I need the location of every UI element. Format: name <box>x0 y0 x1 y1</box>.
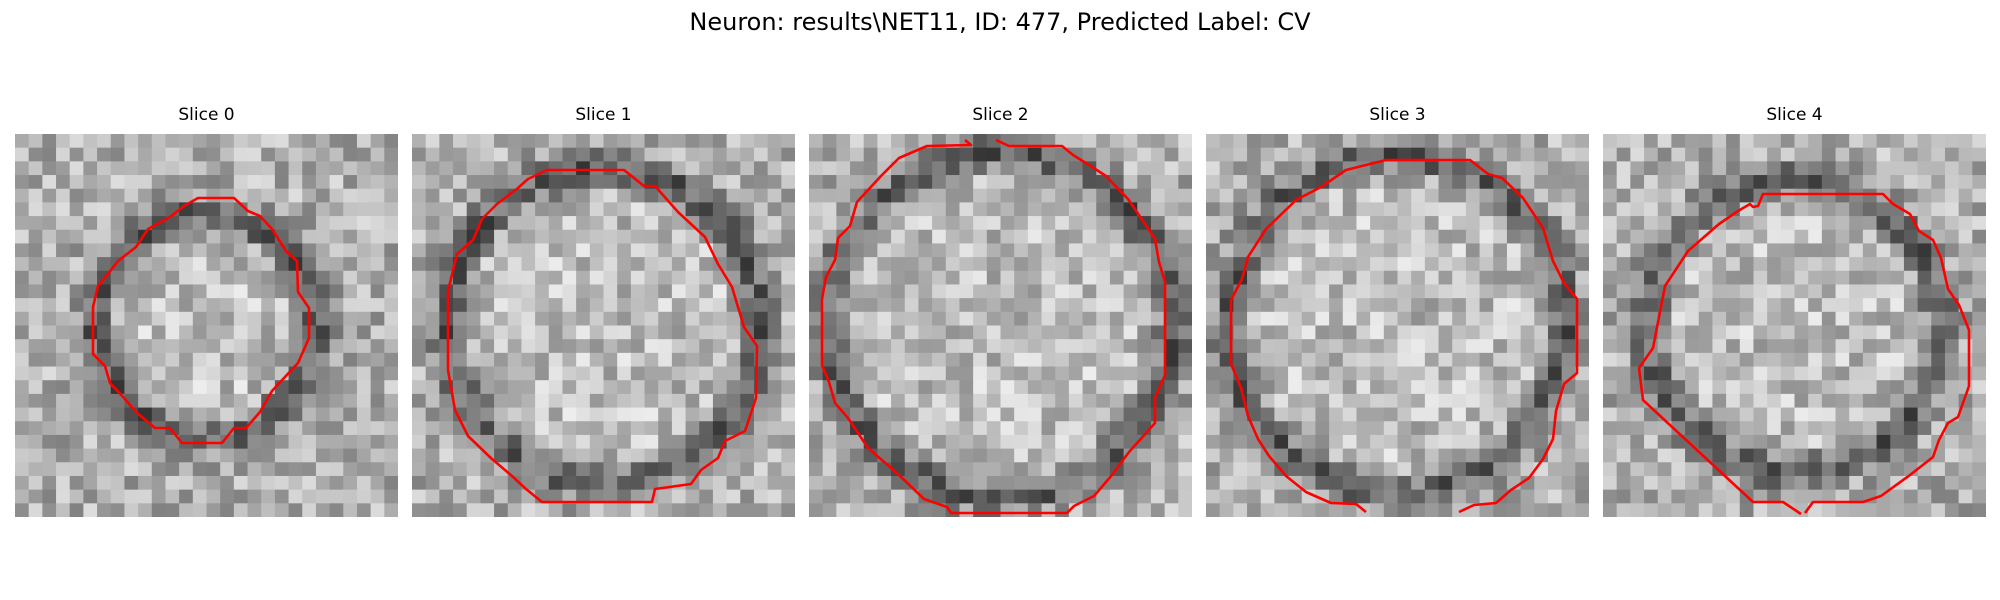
slice-3-pixel-grid <box>1206 134 1589 517</box>
slice-0-title: Slice 0 <box>15 104 398 126</box>
slice-0-image <box>15 134 398 517</box>
slice-3-title: Slice 3 <box>1206 104 1589 126</box>
slice-4-image <box>1603 134 1986 517</box>
slice-2-image <box>809 134 1192 517</box>
slice-4-title: Slice 4 <box>1603 104 1986 126</box>
slice-panel-2: Slice 2 <box>809 104 1192 518</box>
slice-panel-0: Slice 0 <box>15 104 398 518</box>
slice-panel-3: Slice 3 <box>1206 104 1589 518</box>
slice-panel-1: Slice 1 <box>412 104 795 518</box>
slice-2-title: Slice 2 <box>809 104 1192 126</box>
slice-3-image <box>1206 134 1589 517</box>
figure-title: Neuron: results\NET11, ID: 477, Predicte… <box>0 6 2000 38</box>
slice-1-pixel-grid <box>412 134 795 517</box>
slice-0-pixel-grid <box>15 134 398 517</box>
slice-1-title: Slice 1 <box>412 104 795 126</box>
slice-1-image <box>412 134 795 517</box>
slice-panel-4: Slice 4 <box>1603 104 1986 518</box>
